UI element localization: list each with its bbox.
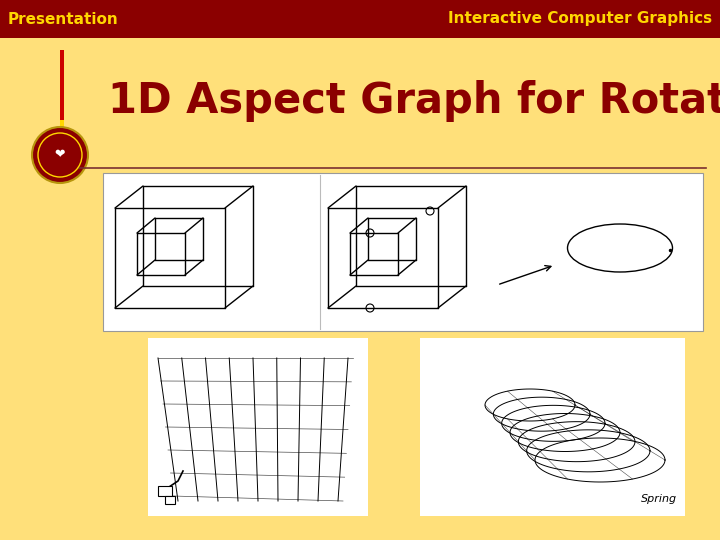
Bar xyxy=(158,486,172,496)
Text: ❤: ❤ xyxy=(55,148,66,161)
Text: Presentation: Presentation xyxy=(8,11,119,26)
Bar xyxy=(60,50,64,120)
Bar xyxy=(103,173,703,331)
Circle shape xyxy=(32,127,88,183)
Ellipse shape xyxy=(567,224,672,272)
Bar xyxy=(165,496,175,504)
Bar xyxy=(0,0,720,38)
Text: Spring: Spring xyxy=(641,494,677,504)
Bar xyxy=(60,120,64,175)
Text: Interactive Computer Graphics: Interactive Computer Graphics xyxy=(448,11,712,26)
Circle shape xyxy=(38,133,82,177)
Bar xyxy=(148,338,368,516)
Text: 1D Aspect Graph for Rotation: 1D Aspect Graph for Rotation xyxy=(108,80,720,122)
Bar xyxy=(420,338,685,516)
